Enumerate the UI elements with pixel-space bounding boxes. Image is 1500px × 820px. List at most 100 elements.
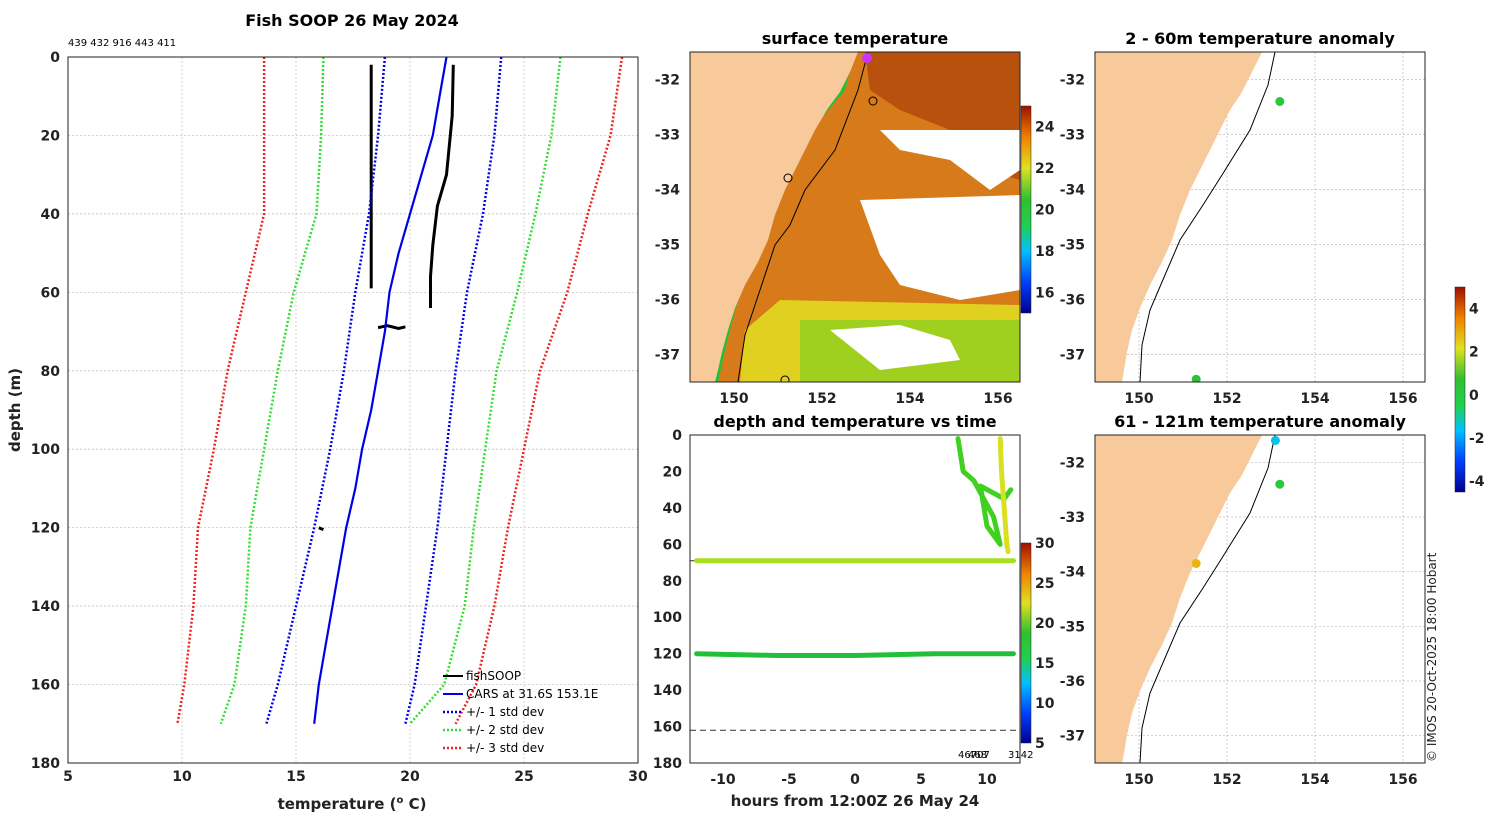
legend-1std: +/- 1 std dev (466, 705, 544, 719)
legend-cars: CARS at 31.6S 153.1E (466, 687, 598, 701)
anom1-title: 2 - 60m temperature anomaly (1125, 29, 1395, 48)
vessel-id-1: 46707 (958, 750, 990, 761)
map-lat-tick: -34 (1060, 183, 1086, 199)
anomaly-colorbar-ticks: -4 -2 0 2 4 (1469, 302, 1485, 491)
depthtime-ytick: 0 (672, 428, 682, 444)
depthtime-xlabel: hours from 12:00Z 26 May 24 (731, 792, 980, 810)
colorbar-tick: 2 (1469, 345, 1479, 361)
profile-xtick: 15 (286, 769, 305, 785)
surface-colorbar (1020, 105, 1032, 314)
map-lon-tick: 156 (1388, 391, 1417, 407)
footer-credit: © IMOS 20-Oct-2025 18:00 Hobart (1425, 552, 1439, 762)
profile-ytick: 120 (31, 521, 60, 537)
profile-xtick: 30 (628, 769, 648, 785)
depthtime-tracks (694, 436, 1016, 658)
colorbar-tick: -2 (1469, 431, 1485, 447)
profile-legend: fishSOOP CARS at 31.6S 153.1E +/- 1 std … (443, 669, 598, 755)
profile-series-fishSOOP_d (318, 526, 324, 531)
anom2-points (1191, 435, 1285, 568)
map-lat-tick: -37 (655, 348, 680, 364)
map-lat-tick: -34 (655, 183, 681, 199)
profile-ytick: 80 (41, 364, 61, 380)
colorbar-tick: 0 (1469, 388, 1479, 404)
depthtime-ytick: 140 (653, 683, 682, 699)
depthtime-xtick: 0 (850, 772, 860, 788)
anom1-ticks: 150 152 154 156 -32 -33 -34 -35 -36 -37 (1060, 73, 1418, 408)
colorbar-tick: 20 (1035, 616, 1055, 632)
map-lat-tick: -33 (1060, 128, 1085, 144)
depthtime-colorbar (1020, 542, 1032, 744)
map-lat-tick: -35 (1060, 619, 1085, 635)
profile-series--1std (265, 56, 387, 725)
map-lon-tick: 152 (1212, 772, 1241, 788)
colorbar-tick: 22 (1035, 161, 1054, 177)
depthtime-title: depth and temperature vs time (713, 412, 996, 431)
map-lon-tick: 152 (1212, 391, 1241, 407)
map-lon-tick: 154 (895, 391, 924, 407)
profile-subtitle: 439 432 916 443 411 (68, 38, 176, 49)
depthtime-ytick: 100 (653, 610, 682, 626)
colorbar-tick: -4 (1469, 474, 1485, 490)
anomaly-point (1270, 435, 1280, 445)
anom1-panel: 2 - 60m temperature anomaly 150 152 154 156… (1060, 29, 1426, 408)
colorbar-tick: 30 (1035, 536, 1055, 552)
surface-cloud-3 (830, 325, 960, 370)
surface-station-marker (868, 96, 878, 106)
anom2-isobath (1139, 435, 1276, 763)
anom2-panel: 61 - 121m temperature anomaly 150 152 154 1… (1060, 286, 1485, 788)
colorbar-tick: 20 (1035, 203, 1055, 219)
surface-isobath (737, 52, 869, 382)
anom2-land (1095, 435, 1262, 763)
depthtime-xtick: -10 (710, 772, 736, 788)
map-lon-tick: 152 (807, 391, 836, 407)
anomaly-colorbar (1454, 286, 1466, 493)
profile-series-fishSOOP_b (429, 64, 455, 308)
profile-xtick: 20 (400, 769, 420, 785)
surface-colorbar-ticks: 16 18 20 22 24 (1035, 120, 1055, 302)
map-lon-tick: 156 (1388, 772, 1417, 788)
vessel-id-2: 3142 (1008, 750, 1033, 761)
map-lat-tick: -36 (1060, 293, 1085, 309)
depthtime-ytick: 120 (653, 647, 682, 663)
surface-cloud-2 (860, 195, 1020, 300)
profile-grid (67, 56, 639, 764)
profile-series-+3std (454, 56, 624, 725)
profile-ytick: 140 (31, 599, 60, 615)
depthtime-frame (689, 434, 1021, 764)
profile-series-fishSOOP_c (377, 324, 406, 330)
profile-title: Fish SOOP 26 May 2024 (245, 11, 459, 30)
surface-station-marker (783, 173, 793, 183)
profile-ytick: 20 (41, 128, 61, 144)
anom2-title: 61 - 121m temperature anomaly (1114, 412, 1406, 431)
map-lon-tick: 150 (1124, 772, 1153, 788)
map-lat-tick: -35 (1060, 238, 1085, 254)
profile-series-+1std (404, 56, 503, 725)
colorbar-tick: 5 (1035, 736, 1045, 752)
depthtime-ytick: 40 (663, 501, 683, 517)
colorbar-tick: 4 (1469, 302, 1479, 318)
anom1-frame (1094, 51, 1426, 383)
map-lat-tick: -34 (1060, 565, 1086, 581)
profile-ytick: 0 (50, 50, 60, 66)
depthtime-xtick: 5 (916, 772, 926, 788)
profile-ytick: 180 (31, 756, 60, 772)
profile-xtick: 5 (63, 769, 73, 785)
profile-x-ticks: 5 10 15 20 25 30 (63, 769, 648, 785)
colorbar-tick: 10 (1035, 696, 1055, 712)
map-lat-tick: -33 (655, 128, 680, 144)
anom2-frame (1094, 434, 1426, 764)
profile-panel: Fish SOOP 26 May 2024 439 432 916 443 41… (6, 11, 648, 813)
map-lat-tick: -36 (1060, 674, 1085, 690)
depthtime-ytick: 180 (653, 756, 682, 772)
surface-station-marker (780, 375, 790, 382)
map-lat-tick: -32 (1060, 455, 1085, 471)
legend-fishsoop: fishSOOP (466, 669, 521, 683)
depthtime-xtick: 10 (977, 772, 997, 788)
depthtime-ytick: 60 (663, 537, 683, 553)
depthtime-track (997, 436, 1011, 555)
depthtime-grid (690, 560, 1020, 731)
anom1-land (1095, 52, 1262, 382)
profile-ytick: 160 (31, 678, 60, 694)
